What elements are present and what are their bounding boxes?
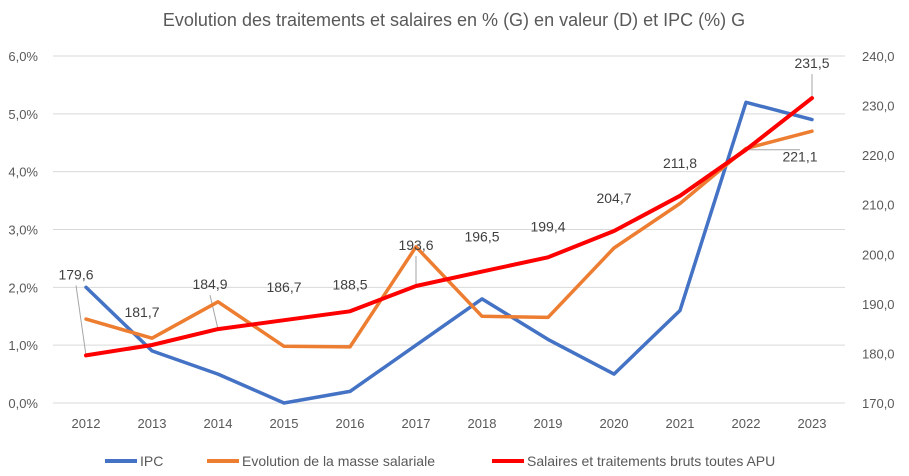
legend: IPC Evolution de la masse salariale Salair… [105, 453, 775, 469]
data-label: 204,7 [596, 190, 631, 206]
x-tick-label: 2018 [468, 416, 497, 431]
left-tick-label: 1,0% [8, 338, 38, 353]
chart-title: Evolution des traitements et salaires en… [163, 10, 745, 30]
series-line-salaires-et-traitements-bruts-toutes-apu [84, 96, 814, 358]
legend-label: Evolution de la masse salariale [242, 453, 435, 469]
right-tick-label: 170,0 [862, 396, 895, 411]
left-tick-label: 3,0% [8, 223, 38, 238]
data-label: 211,8 [663, 155, 697, 171]
data-label: 231,5 [794, 55, 829, 71]
x-tick-label: 2019 [534, 416, 563, 431]
right-tick-label: 240,0 [862, 49, 895, 64]
data-labels: 179,6 181,7 184,9 186,7 188,5 193,6 196,5 199,4… [58, 55, 829, 320]
series-lines [84, 96, 814, 405]
left-tick-label: 0,0% [8, 396, 38, 411]
leader-line [75, 285, 87, 356]
data-label-leaders [75, 74, 813, 356]
left-axis-ticks: 0,0% 1,0% 2,0% 3,0% 4,0% 5,0% 6,0% [8, 49, 38, 411]
data-label: 181,7 [124, 304, 159, 320]
series-line-evolution-de-la-masse-salariale [84, 129, 814, 349]
right-tick-label: 200,0 [862, 247, 895, 262]
right-tick-label: 190,0 [862, 297, 895, 312]
data-label: 184,9 [192, 276, 227, 292]
gridlines [53, 55, 845, 404]
x-axis-ticks: 2012 2013 2014 2015 2016 2017 2018 2019 2020 2021… [72, 416, 827, 431]
right-tick-label: 180,0 [862, 346, 895, 361]
left-tick-label: 4,0% [8, 165, 38, 180]
x-tick-label: 2016 [336, 416, 365, 431]
right-tick-label: 230,0 [862, 99, 895, 114]
data-label: 196,5 [464, 229, 499, 245]
x-tick-label: 2023 [798, 416, 827, 431]
data-label: 188,5 [332, 276, 367, 292]
right-tick-label: 210,0 [862, 198, 895, 213]
left-tick-label: 2,0% [8, 280, 38, 295]
legend-label: Salaires et traitements bruts toutes APU [527, 453, 775, 469]
right-tick-label: 220,0 [862, 148, 895, 163]
data-label: 186,7 [266, 279, 301, 295]
series-line-ipc [84, 100, 814, 405]
left-tick-label: 6,0% [8, 49, 38, 64]
x-tick-label: 2022 [732, 416, 761, 431]
x-tick-label: 2012 [72, 416, 101, 431]
leader-line [209, 295, 219, 330]
data-label: 221,1 [782, 149, 817, 165]
x-tick-label: 2013 [138, 416, 167, 431]
x-tick-label: 2020 [600, 416, 629, 431]
x-tick-label: 2021 [666, 416, 695, 431]
x-tick-label: 2017 [402, 416, 431, 431]
x-tick-label: 2014 [204, 416, 233, 431]
right-axis-ticks: 170,0 180,0 190,0 200,0 210,0 220,0 230,0 240,0 [862, 49, 895, 411]
data-label: 199,4 [530, 218, 565, 234]
left-tick-label: 5,0% [8, 107, 38, 122]
data-label: 179,6 [58, 266, 93, 282]
data-label: 193,6 [398, 237, 433, 253]
x-tick-label: 2015 [270, 416, 299, 431]
legend-label: IPC [140, 453, 163, 469]
